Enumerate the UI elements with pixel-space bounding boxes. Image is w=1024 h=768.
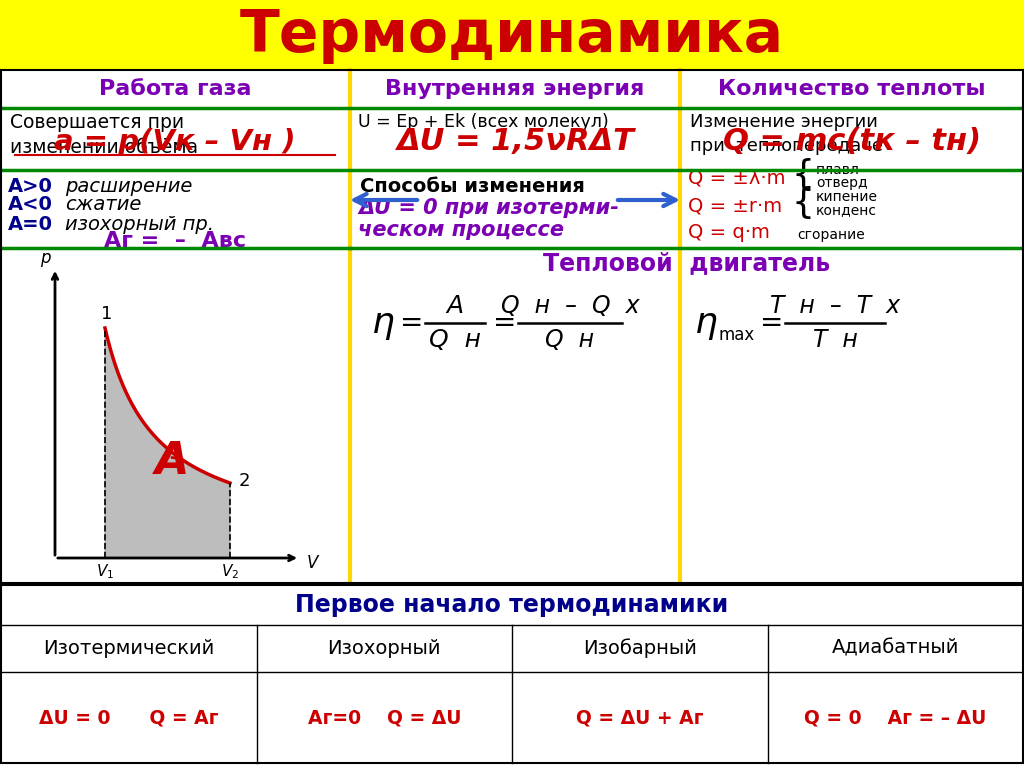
Text: Изобарный: Изобарный (583, 639, 696, 658)
Text: Первое начало термодинамики: Первое начало термодинамики (295, 593, 729, 617)
Text: сжатие: сжатие (65, 196, 141, 214)
Text: Q = q·m: Q = q·m (688, 223, 770, 243)
Text: А=0: А=0 (8, 214, 53, 233)
Text: сгорание: сгорание (797, 228, 864, 242)
Text: ΔU = 0      Q = Аг: ΔU = 0 Q = Аг (39, 708, 218, 727)
Text: А: А (156, 440, 189, 483)
Text: $V_1$: $V_1$ (96, 563, 114, 581)
Text: Изотермический: Изотермический (43, 639, 214, 658)
Text: Q  н: Q н (546, 328, 595, 352)
Text: изохорный пр.: изохорный пр. (65, 214, 214, 233)
Text: V: V (306, 554, 317, 572)
Text: Q = ΔU + Аг: Q = ΔU + Аг (575, 708, 703, 727)
Text: Q = mc(tк – tн): Q = mc(tк – tн) (723, 127, 981, 157)
Text: конденс: конденс (816, 203, 877, 217)
Text: Внутренняя энергия: Внутренняя энергия (385, 79, 645, 99)
Text: {: { (792, 158, 815, 192)
Text: Q  н  –  Q  х: Q н – Q х (501, 294, 639, 318)
Bar (10, 253, 345, 573)
Text: U = Еp + Еk (всех молекул): U = Еp + Еk (всех молекул) (358, 113, 608, 131)
Text: =: = (760, 309, 783, 337)
Text: Работа газа: Работа газа (98, 79, 251, 99)
Text: ΔU = 0 при изотерми-: ΔU = 0 при изотерми- (358, 198, 618, 218)
Text: =: = (400, 309, 423, 337)
Text: Количество теплоты: Количество теплоты (718, 79, 986, 99)
Text: Q  н: Q н (429, 328, 481, 352)
Text: кипение: кипение (816, 190, 878, 204)
Text: η: η (372, 306, 395, 340)
Text: Q = 0    Аг = – ΔU: Q = 0 Аг = – ΔU (804, 708, 986, 727)
Text: плавл: плавл (816, 163, 860, 177)
Text: Адиабатный: Адиабатный (831, 639, 958, 658)
Text: Q = ±λ·m: Q = ±λ·m (688, 168, 785, 187)
Text: А: А (446, 294, 464, 318)
Text: ческом процессе: ческом процессе (358, 220, 564, 240)
Text: отверд: отверд (816, 176, 867, 190)
Polygon shape (105, 328, 230, 558)
Text: ΔU = 1,5νRΔT: ΔU = 1,5νRΔT (396, 127, 634, 157)
Text: 1: 1 (101, 305, 113, 323)
Text: Q = ±r·m: Q = ±r·m (688, 197, 782, 216)
Text: p: p (40, 249, 50, 267)
Text: =: = (493, 309, 516, 337)
Text: Аг =  –  Авс: Аг = – Авс (104, 231, 246, 251)
Text: Совершается при
изменении объёма: Совершается при изменении объёма (10, 113, 198, 157)
Text: расширение: расширение (65, 177, 193, 196)
Text: max: max (718, 326, 755, 344)
Text: Аг=0    Q = ΔU: Аг=0 Q = ΔU (307, 708, 461, 727)
Text: 2: 2 (239, 472, 250, 490)
Bar (1, 585, 1023, 763)
Text: T  н: T н (813, 328, 857, 352)
Bar (0, 0, 1024, 70)
Bar (1, 70, 1023, 583)
Text: $V_2$: $V_2$ (221, 563, 239, 581)
Text: Тепловой  двигатель: Тепловой двигатель (544, 251, 830, 275)
Text: {: { (792, 186, 815, 220)
Text: А>0: А>0 (8, 177, 53, 196)
Text: А<0: А<0 (8, 196, 53, 214)
Text: Изменение энергии
при  теплопередаче: Изменение энергии при теплопередаче (690, 113, 883, 154)
Text: T  н  –  T  х: T н – T х (770, 294, 900, 318)
Text: η: η (695, 306, 718, 340)
Text: а = р(Vк – Vн ): а = р(Vк – Vн ) (54, 128, 296, 156)
Text: Термодинамика: Термодинамика (240, 6, 784, 64)
Text: Изохорный: Изохорный (328, 639, 441, 658)
Text: Способы изменения: Способы изменения (360, 177, 585, 196)
